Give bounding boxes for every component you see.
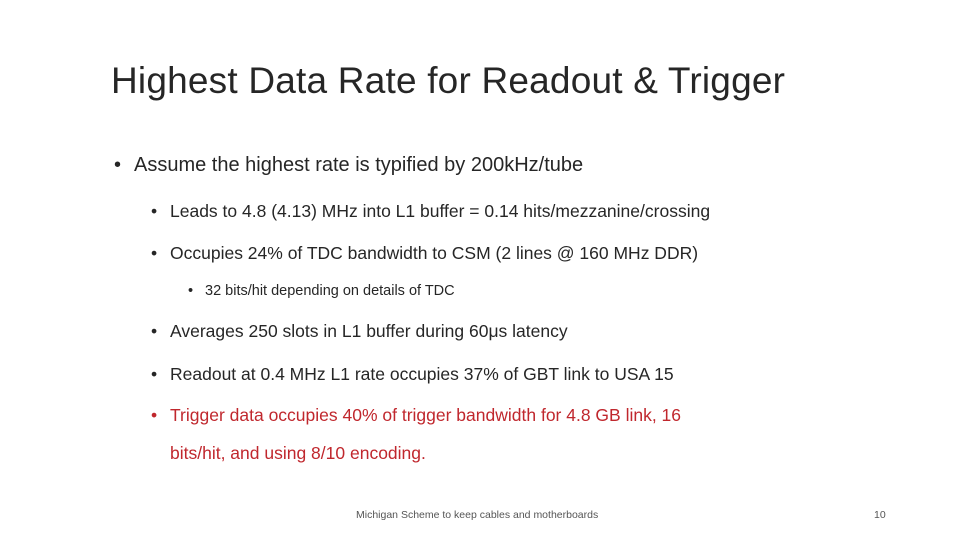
bullet-dot-icon: • (114, 154, 122, 176)
bullet-dot-icon: • (151, 405, 158, 425)
bullet-dot-icon: • (151, 364, 158, 384)
bullet-text: Leads to 4.8 (4.13) MHz into L1 buffer =… (170, 201, 711, 221)
bullet-dot-icon: • (151, 243, 158, 263)
bullet-dot-icon: • (151, 201, 158, 221)
bullet-text: Occupies 24% of TDC bandwidth to CSM (2 … (170, 243, 699, 263)
slide-footer: Michigan Scheme to keep cables and mothe… (356, 509, 599, 521)
bullet-text: Readout at 0.4 MHz L1 rate occupies 37% … (170, 364, 674, 384)
bullet-text: Assume the highest rate is typified by 2… (134, 154, 584, 176)
slide-title: Highest Data Rate for Readout & Trigger (111, 60, 786, 101)
bullet-text: 32 bits/hit depending on details of TDC (205, 283, 455, 299)
bullet-dot-icon: • (188, 283, 194, 299)
bullet-text: Averages 250 slots in L1 buffer during 6… (170, 321, 568, 341)
bullet-text-line2: bits/hit, and using 8/10 encoding. (170, 443, 426, 463)
bullet-text-line1: Trigger data occupies 40% of trigger ban… (170, 405, 682, 425)
page-number: 10 (874, 509, 886, 521)
bullet-dot-icon: • (151, 321, 158, 341)
